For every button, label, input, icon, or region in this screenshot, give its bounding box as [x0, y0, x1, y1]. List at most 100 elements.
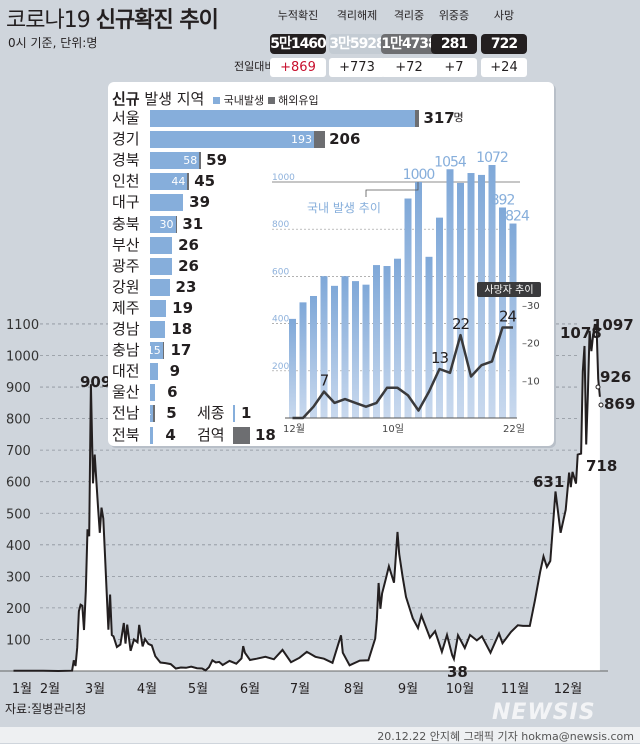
- inner-bar-label: 1072: [476, 150, 508, 166]
- region-title: 신규 발생 지역 국내발생 해외유입: [112, 90, 319, 108]
- domestic-label: 193: [291, 133, 313, 147]
- y-tick-label: 1100: [6, 318, 39, 333]
- domestic-bar: [150, 384, 156, 402]
- y-tick-label: 900: [6, 381, 31, 396]
- inner-bar: [425, 256, 433, 418]
- stat-2: 격리중 1만4738 +72: [381, 8, 438, 77]
- legend-overseas: 해외유입: [278, 94, 319, 107]
- overseas-bar: [187, 173, 189, 191]
- domestic-bar: [150, 299, 167, 317]
- region-name: 제주: [112, 298, 140, 317]
- inner-y-tick: 400: [272, 315, 289, 325]
- stat-1: 격리해제 3만5928 +773: [329, 8, 386, 77]
- inner-bar: [373, 265, 380, 418]
- region-total: 23: [175, 277, 197, 296]
- domestic-bar: 58: [150, 152, 200, 170]
- data-label: 909: [80, 373, 111, 391]
- inner-bar-label: 824: [505, 209, 530, 225]
- stat-label: 격리해제: [336, 9, 378, 22]
- region-total: 26: [178, 235, 199, 254]
- domestic-label: 30: [159, 217, 174, 231]
- region-row: 광주 26: [112, 256, 552, 276]
- region-row-extra: 세종 1: [197, 403, 251, 423]
- x-tick-label: 3월: [85, 682, 105, 697]
- inner-x-tick: 12월: [283, 423, 305, 435]
- region-total: 206: [329, 130, 361, 149]
- y-tick-label: 800: [6, 413, 31, 428]
- data-label: 869: [604, 395, 635, 413]
- stat-value: 1만4738: [381, 34, 438, 54]
- y-tick-label: 1000: [6, 350, 39, 365]
- deaths-y-tick: –10: [522, 376, 540, 387]
- region-name: 경남: [112, 320, 140, 338]
- stat-diff: +869: [270, 58, 326, 77]
- stat-diff: +24: [481, 58, 527, 77]
- bar: [233, 405, 235, 423]
- data-label: 1097: [592, 316, 634, 334]
- inner-bar: [404, 198, 412, 418]
- region-row: 제주 19: [112, 298, 552, 318]
- region-row: 대구 39: [112, 192, 552, 212]
- region-name: 충남: [112, 341, 140, 360]
- region-row: 전북 4: [112, 425, 552, 445]
- inner-bar-label: 892: [491, 192, 515, 208]
- stat-label: 누적확진: [277, 9, 319, 22]
- y-tick-label: 400: [6, 539, 31, 554]
- region-name: 부산: [112, 235, 140, 254]
- inner-bar: [310, 295, 317, 418]
- data-label: 38: [447, 663, 468, 681]
- x-tick-label: 5월: [188, 682, 208, 697]
- stat-diff: +72: [381, 58, 437, 77]
- y-tick-label: 500: [6, 507, 31, 522]
- x-tick-label: 11월: [501, 682, 530, 697]
- overseas-bar: [162, 342, 165, 360]
- region-total: 18: [255, 425, 276, 444]
- region-row: 인천 44 45: [112, 171, 552, 191]
- region-name: 전북: [112, 425, 140, 444]
- daily-cases-line: [13, 323, 601, 673]
- domestic-bar: [150, 194, 184, 212]
- inner-bar: [415, 182, 422, 418]
- stat-value: 281: [431, 34, 477, 54]
- region-total: 39: [189, 193, 211, 212]
- region-row: 경기 193 206: [112, 129, 552, 149]
- inner-bar: [394, 258, 401, 418]
- inner-y-tick: 1000: [272, 173, 295, 183]
- inner-bar: [331, 285, 338, 418]
- region-name: 전남: [112, 404, 140, 423]
- stat-diff: +773: [329, 58, 385, 77]
- stat-label: 위중증: [438, 9, 470, 22]
- inner-y-tick: 200: [272, 362, 289, 372]
- inner-bar: [362, 284, 370, 418]
- legend-domestic: 국내발생: [223, 94, 265, 107]
- region-name: 대전: [112, 362, 140, 381]
- deaths-label: 7: [320, 372, 329, 390]
- domestic-bar: [150, 278, 170, 296]
- region-row: 충남 15 17: [112, 340, 552, 360]
- data-label: 718: [586, 457, 617, 475]
- stat-0: 누적확진 5만1460 +869: [270, 8, 327, 77]
- region-total: 26: [178, 256, 199, 275]
- region-row: 경남 18: [112, 319, 552, 339]
- inner-bar: [383, 266, 391, 418]
- deaths-y-tick: –20: [522, 339, 540, 350]
- domestic-bar: [150, 257, 173, 275]
- region-total: 4: [165, 425, 176, 444]
- stat-diff: +7: [431, 58, 477, 77]
- region-name: 경기: [112, 130, 140, 149]
- deaths-title-box: [477, 282, 541, 297]
- data-label: 631: [533, 473, 564, 491]
- prev-day-label: 전일대비: [234, 60, 275, 73]
- region-row: 전남 4 5: [112, 403, 552, 423]
- unit-label: 명: [453, 111, 464, 124]
- x-tick-label: 7월: [290, 682, 310, 697]
- y-tick-label: 100: [6, 633, 31, 648]
- domestic-bar: [150, 426, 154, 444]
- region-row: 경북 58 59: [112, 150, 552, 170]
- deaths-label: 24: [499, 308, 517, 326]
- domestic-bar: 193: [150, 131, 315, 149]
- region-name: 광주: [112, 256, 140, 275]
- region-name: 세종: [197, 404, 225, 423]
- deaths-title: 사망자 추이: [484, 284, 533, 296]
